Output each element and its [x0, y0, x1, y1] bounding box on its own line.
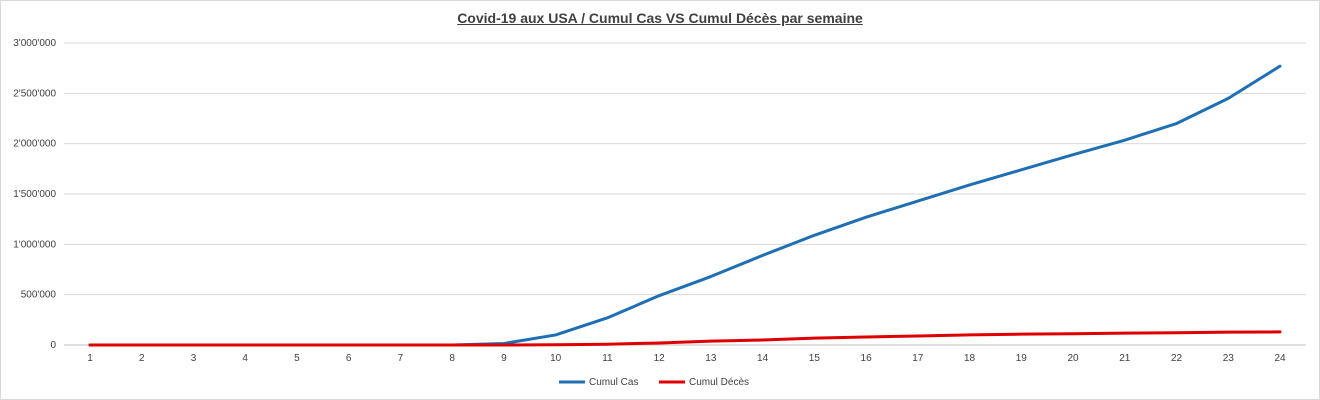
legend-label: Cumul Cas — [589, 377, 638, 388]
x-tick-label: 12 — [654, 353, 666, 364]
x-tick-label: 9 — [501, 353, 507, 364]
x-tick-label: 23 — [1223, 353, 1235, 364]
x-tick-label: 7 — [398, 353, 404, 364]
series-line — [88, 330, 1282, 347]
x-tick-label: 2 — [139, 353, 145, 364]
gridlines — [64, 42, 1306, 346]
x-tick-label: 14 — [757, 353, 769, 364]
x-tick-label: 22 — [1171, 353, 1183, 364]
x-tick-label: 24 — [1274, 353, 1286, 364]
y-tick-label: 1'500'000 — [13, 189, 56, 200]
y-tick-label: 1'000'000 — [13, 239, 56, 250]
x-tick-label: 18 — [964, 353, 976, 364]
x-tick-label: 1 — [87, 353, 93, 364]
x-tick-label: 17 — [912, 353, 924, 364]
series-lines — [88, 64, 1282, 347]
x-tick-label: 13 — [705, 353, 717, 364]
y-tick-label: 2'500'000 — [13, 88, 56, 99]
y-tick-label: 2'000'000 — [13, 139, 56, 150]
y-tick-label: 0 — [50, 340, 56, 351]
x-tick-label: 20 — [1067, 353, 1079, 364]
x-tick-label: 3 — [191, 353, 197, 364]
legend-label: Cumul Décès — [689, 377, 749, 388]
y-axis-ticks: 0 500'000 1'000'000 1'500'000 2'000'000 2'500… — [13, 38, 56, 351]
x-tick-label: 6 — [346, 353, 352, 364]
series-line — [88, 64, 1282, 347]
x-tick-label: 19 — [1016, 353, 1028, 364]
x-axis-ticks: 1 2 3 4 5 6 7 8 9 10 11 12 13 14 15 16 17 18 19 20 21 22 23 24 — [87, 353, 1286, 364]
x-tick-label: 11 — [602, 353, 613, 364]
x-tick-label: 10 — [550, 353, 562, 364]
y-tick-label: 500'000 — [21, 290, 57, 301]
x-tick-label: 8 — [449, 353, 455, 364]
x-tick-label: 16 — [861, 353, 873, 364]
x-tick-label: 5 — [294, 353, 300, 364]
y-tick-label: 3'000'000 — [13, 38, 56, 49]
x-tick-label: 15 — [809, 353, 821, 364]
x-tick-label: 21 — [1119, 353, 1131, 364]
legend: Cumul Cas Cumul Décès — [559, 377, 749, 388]
chart-title: Covid-19 aux USA / Cumul Cas VS Cumul Dé… — [457, 10, 863, 26]
x-tick-label: 4 — [242, 353, 248, 364]
